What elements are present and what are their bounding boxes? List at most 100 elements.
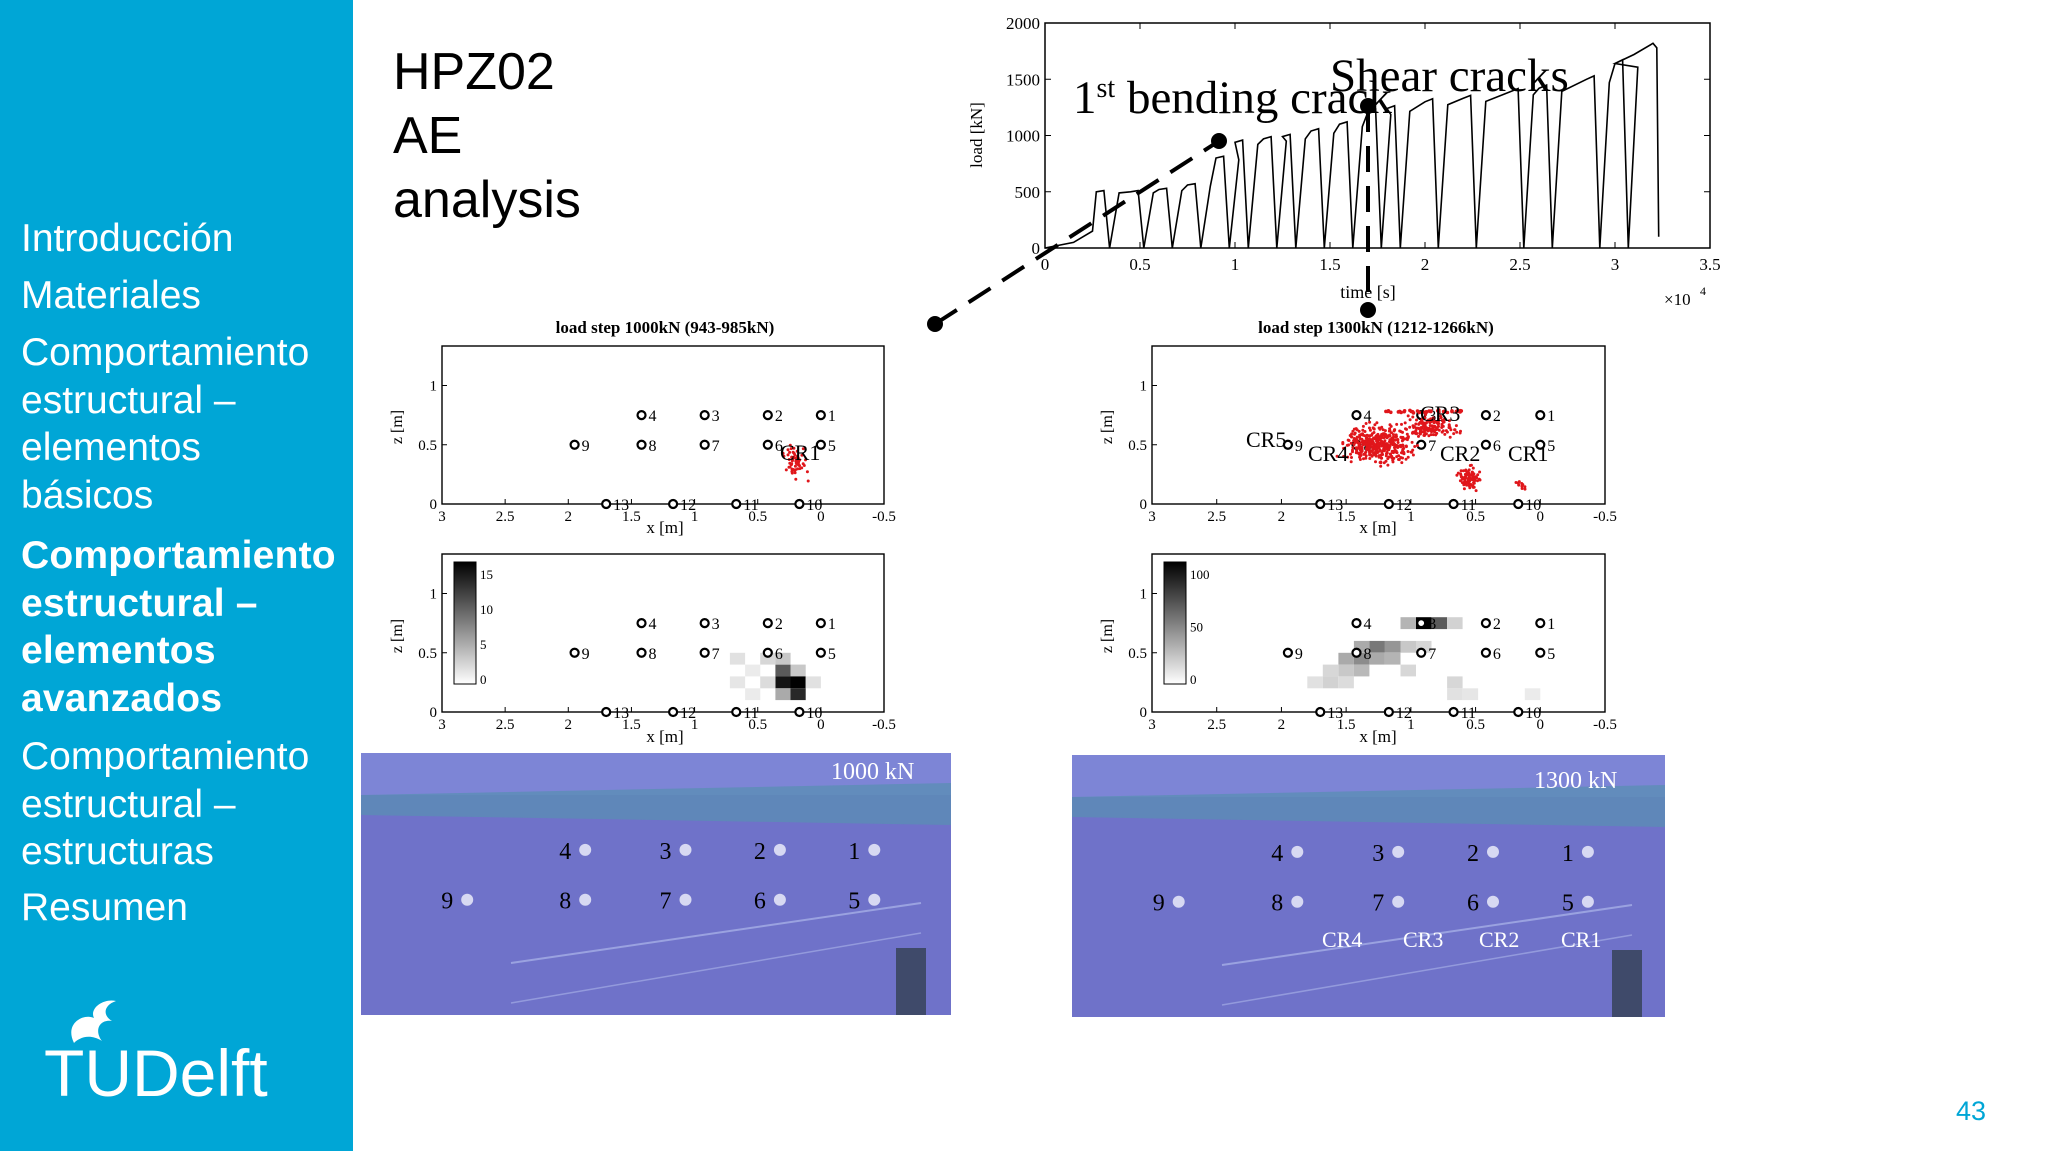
ae-event bbox=[1390, 456, 1394, 460]
ae-event bbox=[1464, 480, 1468, 484]
sensor-label-7: 7 bbox=[712, 438, 720, 455]
sensor-11 bbox=[1448, 706, 1459, 718]
x-tick: 0 bbox=[1537, 717, 1545, 733]
ae-event bbox=[1389, 424, 1393, 428]
ae-event bbox=[1361, 440, 1365, 444]
ae-event bbox=[1365, 447, 1368, 451]
nav-item-elementos-basicos[interactable]: Comportamiento estructural – elementos b… bbox=[21, 331, 310, 517]
sensor-label-4: 4 bbox=[649, 616, 657, 633]
colorbar-1300kn bbox=[1163, 561, 1187, 685]
ae-event bbox=[1351, 448, 1354, 452]
photo-sensor-2 bbox=[1487, 845, 1499, 858]
sensor-9 bbox=[1282, 439, 1293, 450]
nav-item-resumen[interactable]: Resumen bbox=[21, 886, 188, 929]
sensor-label-1: 1 bbox=[828, 616, 836, 633]
colorbar-tick: 5 bbox=[480, 637, 487, 652]
z-tick: 1 bbox=[430, 379, 438, 395]
ae-event bbox=[788, 443, 792, 447]
density-cell bbox=[805, 676, 821, 689]
sensor-2 bbox=[762, 410, 773, 421]
x-tick: -0.5 bbox=[872, 717, 896, 733]
sensor-label-9: 9 bbox=[582, 438, 590, 455]
ae-event bbox=[1383, 439, 1387, 443]
ae-event bbox=[1373, 423, 1377, 427]
colorbar-tick: 10 bbox=[480, 602, 493, 617]
ae-event bbox=[1380, 440, 1384, 444]
sensor-label-13: 13 bbox=[1327, 705, 1343, 722]
colorbar-tick: 100 bbox=[1190, 567, 1210, 582]
ae-event bbox=[1469, 473, 1473, 477]
ae-event bbox=[1363, 430, 1367, 433]
ae-event bbox=[1378, 427, 1382, 431]
ae-event bbox=[1370, 432, 1374, 436]
sensor-label-12: 12 bbox=[680, 497, 696, 514]
density-cell bbox=[745, 664, 761, 677]
density-cell bbox=[775, 652, 791, 665]
x-tick: 0.5 bbox=[1466, 717, 1485, 733]
load-x-tick: 3 bbox=[1611, 255, 1620, 274]
x-tick: 2.5 bbox=[1207, 509, 1226, 525]
load-chart-multiplier: ×10 bbox=[1664, 290, 1691, 309]
flame-icon bbox=[71, 1000, 116, 1043]
sensor-label-10: 10 bbox=[1525, 497, 1541, 514]
ae-event bbox=[1437, 428, 1441, 432]
sensor-label-1: 1 bbox=[1547, 616, 1555, 633]
ae-event bbox=[1406, 435, 1410, 439]
density-1000kn-xlabel: x [m] bbox=[646, 727, 683, 746]
panel-1300kn-frame bbox=[1151, 345, 1606, 505]
ae-event bbox=[1423, 416, 1427, 420]
ae-event bbox=[787, 458, 791, 461]
ae-event bbox=[1408, 408, 1412, 413]
ae-event bbox=[1423, 428, 1427, 432]
ae-event bbox=[1392, 433, 1395, 437]
ae-event bbox=[1379, 456, 1383, 460]
load-x-tick: 1.5 bbox=[1319, 255, 1340, 274]
density-cell bbox=[745, 688, 761, 701]
sensor-5 bbox=[1535, 647, 1546, 658]
ae-event bbox=[798, 464, 801, 468]
sensor-label-5: 5 bbox=[828, 438, 836, 455]
ae-event bbox=[798, 467, 802, 471]
nav-item-materiales[interactable]: Materiales bbox=[21, 274, 201, 317]
ae-event bbox=[1520, 487, 1524, 490]
ae-event bbox=[1400, 461, 1404, 465]
sensor-label-4: 4 bbox=[1363, 616, 1371, 633]
photo-sensor-4 bbox=[1291, 845, 1304, 858]
photo-sensor-label-3: 3 bbox=[1372, 841, 1384, 867]
ae-event bbox=[1395, 435, 1398, 438]
ae-event bbox=[1401, 436, 1405, 440]
sensor-label-10: 10 bbox=[1525, 705, 1541, 722]
sensor-10 bbox=[794, 498, 805, 510]
ae-event bbox=[1368, 428, 1372, 432]
nav-item-estructuras[interactable]: Comportamiento estructural – estructuras bbox=[21, 735, 310, 873]
ae-event bbox=[1453, 428, 1457, 432]
load-y-tick: 1000 bbox=[1006, 127, 1040, 146]
ae-event bbox=[1378, 436, 1382, 440]
sensor-9 bbox=[569, 647, 580, 658]
sensor-12 bbox=[668, 498, 679, 510]
sensor-5 bbox=[815, 647, 826, 658]
ae-event bbox=[784, 468, 788, 472]
sensor-label-10: 10 bbox=[806, 497, 822, 514]
colorbar-1000kn bbox=[453, 561, 477, 685]
ae-event bbox=[1367, 434, 1371, 438]
x-tick: -0.5 bbox=[1593, 509, 1617, 525]
ae-event bbox=[1401, 447, 1405, 451]
tudelft-logo: TUDelft bbox=[44, 1000, 304, 1110]
ae-event bbox=[1468, 483, 1472, 487]
nav-item-elementos-avanzados[interactable]: Comportamiento estructural – elementos a… bbox=[21, 534, 336, 720]
ae-event bbox=[1386, 463, 1390, 467]
ae-event bbox=[1411, 453, 1415, 457]
ae-event bbox=[1387, 429, 1391, 433]
ae-event bbox=[1477, 477, 1481, 481]
sensor-label-11: 11 bbox=[743, 705, 758, 722]
x-tick: 1 bbox=[691, 717, 699, 733]
x-tick: 2.5 bbox=[496, 717, 515, 733]
nav-item-introduccion[interactable]: Introducción bbox=[21, 217, 234, 260]
panel-1000kn-xlabel: x [m] bbox=[646, 518, 683, 537]
ae-event bbox=[1428, 424, 1432, 427]
ae-event bbox=[1399, 430, 1403, 434]
ae-event bbox=[796, 467, 800, 471]
ae-event bbox=[1376, 442, 1380, 446]
panel-1000kn-density: 3 2.5 2 1.5 1 0.5 0 -0.500.51 12345678910111213… bbox=[390, 553, 896, 746]
